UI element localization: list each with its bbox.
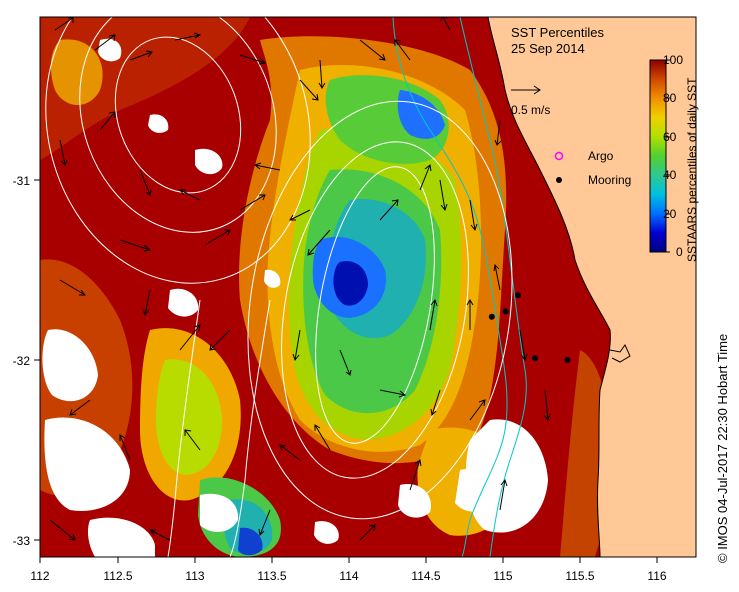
velocity-scale-arrow-icon <box>511 85 541 95</box>
y-tick-label: -33 <box>13 534 31 548</box>
x-tick-label: 114 <box>339 569 358 583</box>
sst-field <box>40 17 612 557</box>
land <box>488 17 696 557</box>
mooring-markers <box>488 292 571 363</box>
x-tick-label: 113 <box>185 569 204 583</box>
colorbar-gradient <box>649 59 667 253</box>
streamlines <box>45 17 513 557</box>
mooring-marker <box>515 292 522 299</box>
credit-text: © IMOS 04-Jul-2017 22:30 Hobart Time <box>715 334 730 563</box>
mooring-marker <box>502 308 509 315</box>
map-date: 25 Sep 2014 <box>511 41 585 56</box>
mooring-marker-icon <box>556 177 562 183</box>
plot-area <box>40 17 696 557</box>
mooring-label: Mooring <box>588 173 631 187</box>
coastline <box>487 17 611 557</box>
velocity-scale: 0.5 m/s <box>511 85 550 117</box>
colorbar-tick-label: 0 <box>676 245 683 259</box>
colorbar-label: SSTAARS percentiles of daily SST <box>685 77 699 262</box>
colorbar-tick-label: 60 <box>663 130 677 144</box>
y-tick-label: -32 <box>13 354 31 368</box>
no-data-patches <box>42 38 548 557</box>
x-tick-label: 112 <box>30 569 49 583</box>
x-tick-label: 114.5 <box>411 569 440 583</box>
mooring-marker <box>488 313 495 320</box>
plot-frame <box>39 16 697 558</box>
axis-ticks <box>34 179 658 563</box>
colorbar-tick-label: 40 <box>663 168 677 182</box>
x-tick-labels: 112 112.5 113 113.5 114 114.5 115 115.5 … <box>30 569 666 583</box>
y-tick-label: -31 <box>13 174 31 188</box>
map-title: SST Percentiles <box>511 25 604 40</box>
mooring-marker <box>531 355 538 362</box>
colorbar-tick-label: 80 <box>663 91 677 105</box>
mooring-marker <box>564 357 571 363</box>
colorbar: 100 80 60 40 20 0 SSTAARS percentiles of… <box>649 53 699 262</box>
x-tick-label: 116 <box>647 569 666 583</box>
x-tick-label: 115 <box>493 569 512 583</box>
colorbar-tick-label: 20 <box>663 207 677 221</box>
argo-label: Argo <box>588 149 614 163</box>
coastline-detail <box>609 344 631 363</box>
x-tick-label: 115.5 <box>565 569 594 583</box>
y-tick-labels: -31 -32 -33 <box>13 174 31 548</box>
x-tick-label: 113.5 <box>257 569 286 583</box>
argo-marker-icon <box>554 151 564 161</box>
isobaths <box>392 17 527 557</box>
x-tick-label: 112.5 <box>103 569 132 583</box>
colorbar-tick-label: 100 <box>663 53 683 67</box>
marker-legend: Argo Mooring <box>554 149 631 187</box>
velocity-arrows <box>49 17 551 541</box>
velocity-scale-label: 0.5 m/s <box>511 103 550 117</box>
